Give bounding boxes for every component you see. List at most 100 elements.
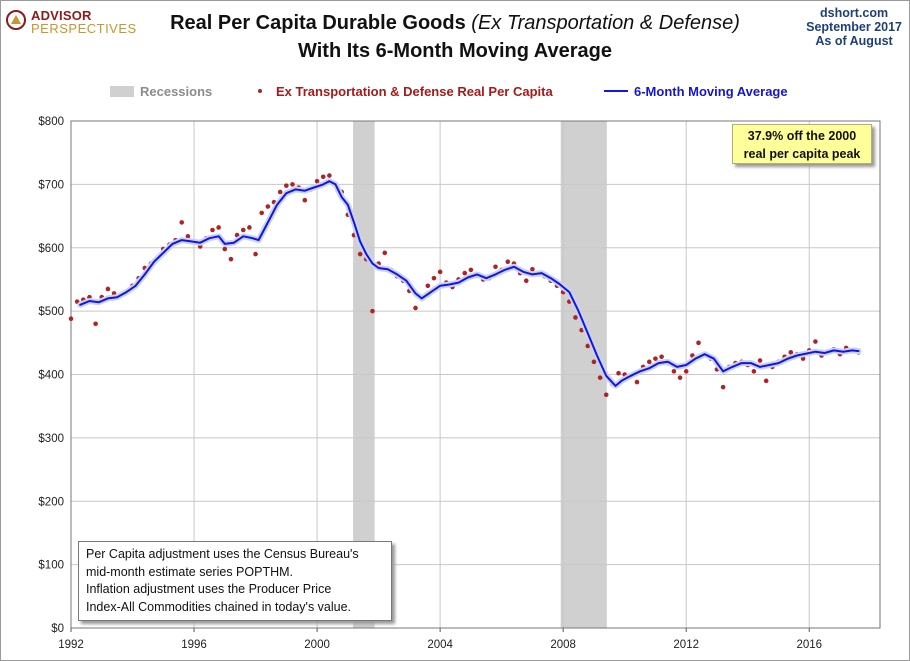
- data-point: [763, 378, 769, 384]
- data-point: [462, 270, 468, 276]
- source-block: dshort.com September 2017 As of August: [806, 6, 902, 48]
- legend-moving-average: 6-Month Moving Average: [604, 84, 788, 99]
- x-tick-label: 2000: [304, 639, 330, 651]
- callout-line2: real per capita peak: [743, 147, 861, 161]
- legend-dots-label: Ex Transportation & Defense Real Per Cap…: [276, 84, 553, 99]
- data-point: [751, 369, 757, 374]
- plot-border: [70, 120, 881, 629]
- note-line1: Per Capita adjustment uses the Census Bu…: [86, 547, 359, 561]
- source-site: dshort.com: [820, 6, 889, 20]
- data-point: [659, 354, 664, 360]
- data-point: [573, 315, 578, 320]
- data-point: [240, 227, 246, 233]
- note-line2: mid-month estimate series POPTHM.: [86, 564, 293, 579]
- data-point: [228, 256, 234, 262]
- data-point: [591, 359, 597, 365]
- moving-average-line: [79, 180, 860, 387]
- y-tick-label: $800: [38, 116, 64, 128]
- data-point: [634, 379, 640, 385]
- data-point: [413, 305, 418, 311]
- axes: $0 $100 $200 $300 $400 $500 $600 $700 $800 1992 19…: [38, 116, 881, 651]
- data-point: [505, 259, 511, 264]
- data-point: [327, 173, 332, 178]
- line-swatch: [604, 90, 628, 92]
- data-point: [671, 369, 677, 374]
- dot-swatch: [258, 89, 262, 93]
- data-point: [585, 343, 591, 349]
- title-main: Real Per Capita Durable Goods: [170, 12, 472, 34]
- data-point: [179, 220, 185, 225]
- y-tick-label: $400: [38, 370, 64, 382]
- source-asof: As of August: [815, 34, 893, 48]
- data-point: [597, 375, 603, 380]
- data-point: [253, 251, 258, 257]
- data-point: [290, 182, 295, 187]
- legend-dots: Ex Transportation & Defense Real Per Cap…: [258, 84, 553, 99]
- y-tick-label: $600: [38, 243, 64, 255]
- y-tick-label: $0: [51, 623, 64, 635]
- source-date: September 2017: [806, 20, 902, 34]
- logo-line1: ADVISOR: [31, 8, 92, 23]
- data-point: [653, 356, 658, 361]
- title-italic: (Ex Transportation & Defense): [471, 12, 740, 34]
- data-point: [216, 225, 221, 230]
- data-point: [646, 359, 652, 365]
- logo-mark-icon: [6, 10, 26, 30]
- moving-average-glow: [77, 178, 862, 389]
- data-point: [259, 210, 265, 216]
- note-line4: Index-All Commodities chained in today's…: [86, 599, 352, 614]
- note-line3: Inflation adjustment uses the Producer P…: [86, 582, 332, 596]
- data-point: [523, 278, 529, 284]
- y-tick-label: $500: [38, 306, 64, 318]
- data-point: [425, 283, 431, 289]
- data-point: [185, 234, 191, 239]
- data-point: [247, 225, 252, 230]
- data-point: [265, 204, 271, 209]
- x-tick-label: 1996: [181, 639, 207, 651]
- x-tick-label: 2004: [427, 639, 453, 651]
- recession-swatch: [110, 86, 134, 97]
- data-point: [357, 251, 363, 257]
- data-point: [603, 392, 609, 398]
- advisor-perspectives-logo: ADVISOR PERSPECTIVES: [6, 8, 136, 38]
- data-point: [210, 227, 215, 233]
- data-point: [493, 264, 498, 270]
- x-tick-label: 1992: [58, 639, 84, 651]
- data-point: [431, 275, 437, 281]
- data-point: [320, 174, 326, 180]
- data-point: [277, 189, 283, 195]
- data-point: [757, 358, 763, 363]
- data-point: [68, 316, 74, 322]
- data-point: [813, 339, 818, 344]
- y-tick-label: $700: [38, 179, 64, 191]
- data-point: [720, 384, 726, 390]
- data-point: [222, 246, 228, 252]
- y-tick-label: $200: [38, 496, 64, 508]
- x-tick-label: 2016: [796, 639, 822, 651]
- legend-recessions: Recessions: [110, 84, 212, 99]
- data-point: [468, 267, 474, 273]
- data-point: [382, 250, 388, 256]
- peak-callout: 37.9% off the 2000 real per capita peak: [732, 124, 872, 164]
- data-point: [677, 375, 683, 380]
- chart-legend: Recessions Ex Transportation & Defense R…: [0, 84, 910, 102]
- callout-line1: 37.9% off the 2000: [747, 129, 857, 143]
- data-point: [370, 308, 375, 314]
- moving-average-series: [77, 178, 862, 389]
- x-tick-label: 2008: [550, 639, 576, 651]
- x-tick-label: 2012: [673, 639, 699, 651]
- data-point: [93, 321, 98, 327]
- data-point: [788, 350, 794, 355]
- data-point: [302, 197, 308, 203]
- logo-line2: PERSPECTIVES: [31, 21, 137, 36]
- legend-recessions-label: Recessions: [140, 84, 213, 99]
- y-tick-label: $300: [38, 433, 64, 445]
- data-point: [530, 266, 535, 272]
- data-point: [314, 178, 320, 184]
- data-point: [696, 340, 701, 346]
- chart-title: Real Per Capita Durable Goods (Ex Transp…: [0, 12, 910, 35]
- data-point: [437, 269, 443, 275]
- data-point: [683, 369, 689, 374]
- data-point: [105, 286, 111, 292]
